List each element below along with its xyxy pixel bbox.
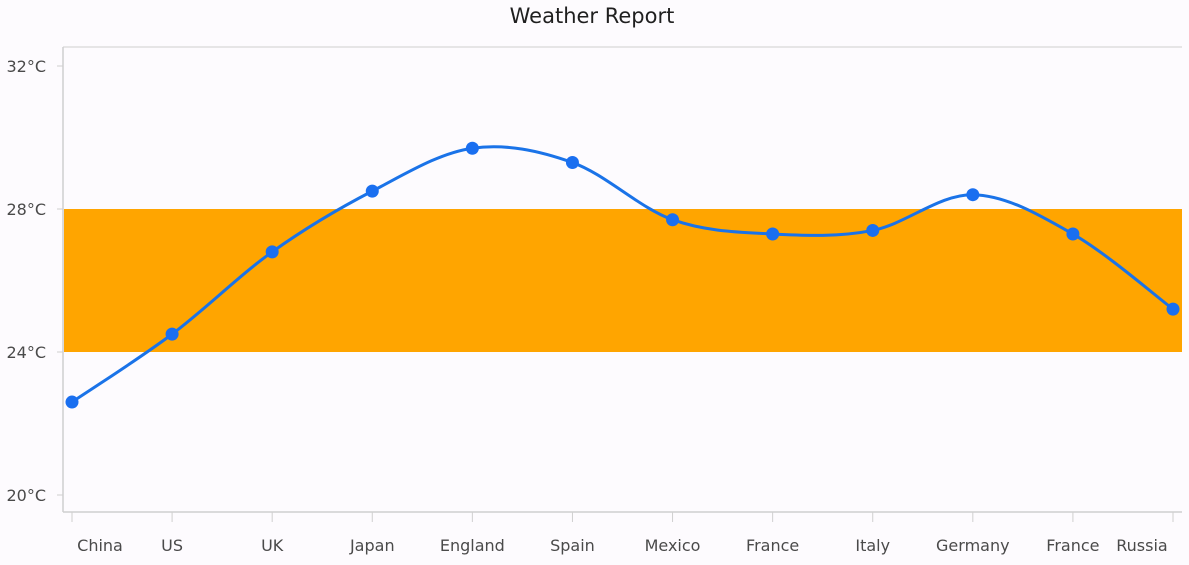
highlight-band bbox=[64, 209, 1182, 352]
x-tick-label: Spain bbox=[550, 536, 595, 555]
y-tick-label: 20°C bbox=[6, 486, 46, 505]
data-point[interactable] bbox=[365, 184, 379, 198]
chart-title: Weather Report bbox=[510, 4, 675, 28]
data-point[interactable] bbox=[1166, 302, 1180, 316]
x-tick-label: Germany bbox=[936, 536, 1010, 555]
x-tick-label: Russia bbox=[1116, 536, 1167, 555]
x-tick-label: UK bbox=[261, 536, 284, 555]
label-layer: 20°C 24°C 28°C 32°C China US UK Japan England Spa… bbox=[6, 57, 1167, 555]
x-tick-label: France bbox=[746, 536, 799, 555]
y-tick-label: 28°C bbox=[6, 200, 46, 219]
data-point[interactable] bbox=[465, 141, 479, 155]
data-point[interactable] bbox=[1066, 227, 1080, 241]
marker-layer bbox=[65, 141, 1180, 409]
x-tick-label: China bbox=[77, 536, 123, 555]
series-line bbox=[71, 145, 1174, 404]
data-point[interactable] bbox=[565, 156, 579, 170]
band-layer bbox=[64, 209, 1182, 352]
x-tick-label: France bbox=[1046, 536, 1099, 555]
axis-layer bbox=[57, 46, 1182, 522]
data-point[interactable] bbox=[866, 223, 880, 237]
x-tick-label: England bbox=[440, 536, 505, 555]
data-point[interactable] bbox=[666, 213, 680, 227]
x-tick-label: US bbox=[161, 536, 183, 555]
data-point[interactable] bbox=[766, 227, 780, 241]
series-layer bbox=[71, 145, 1174, 404]
x-tick-label: Italy bbox=[855, 536, 890, 555]
x-tick-label: Japan bbox=[349, 536, 395, 555]
data-point[interactable] bbox=[966, 188, 980, 202]
y-tick-label: 32°C bbox=[6, 57, 46, 76]
data-point[interactable] bbox=[265, 245, 279, 259]
x-tick-label: Mexico bbox=[645, 536, 701, 555]
data-point[interactable] bbox=[165, 327, 179, 341]
data-point[interactable] bbox=[65, 395, 79, 409]
y-tick-label: 24°C bbox=[6, 343, 46, 362]
